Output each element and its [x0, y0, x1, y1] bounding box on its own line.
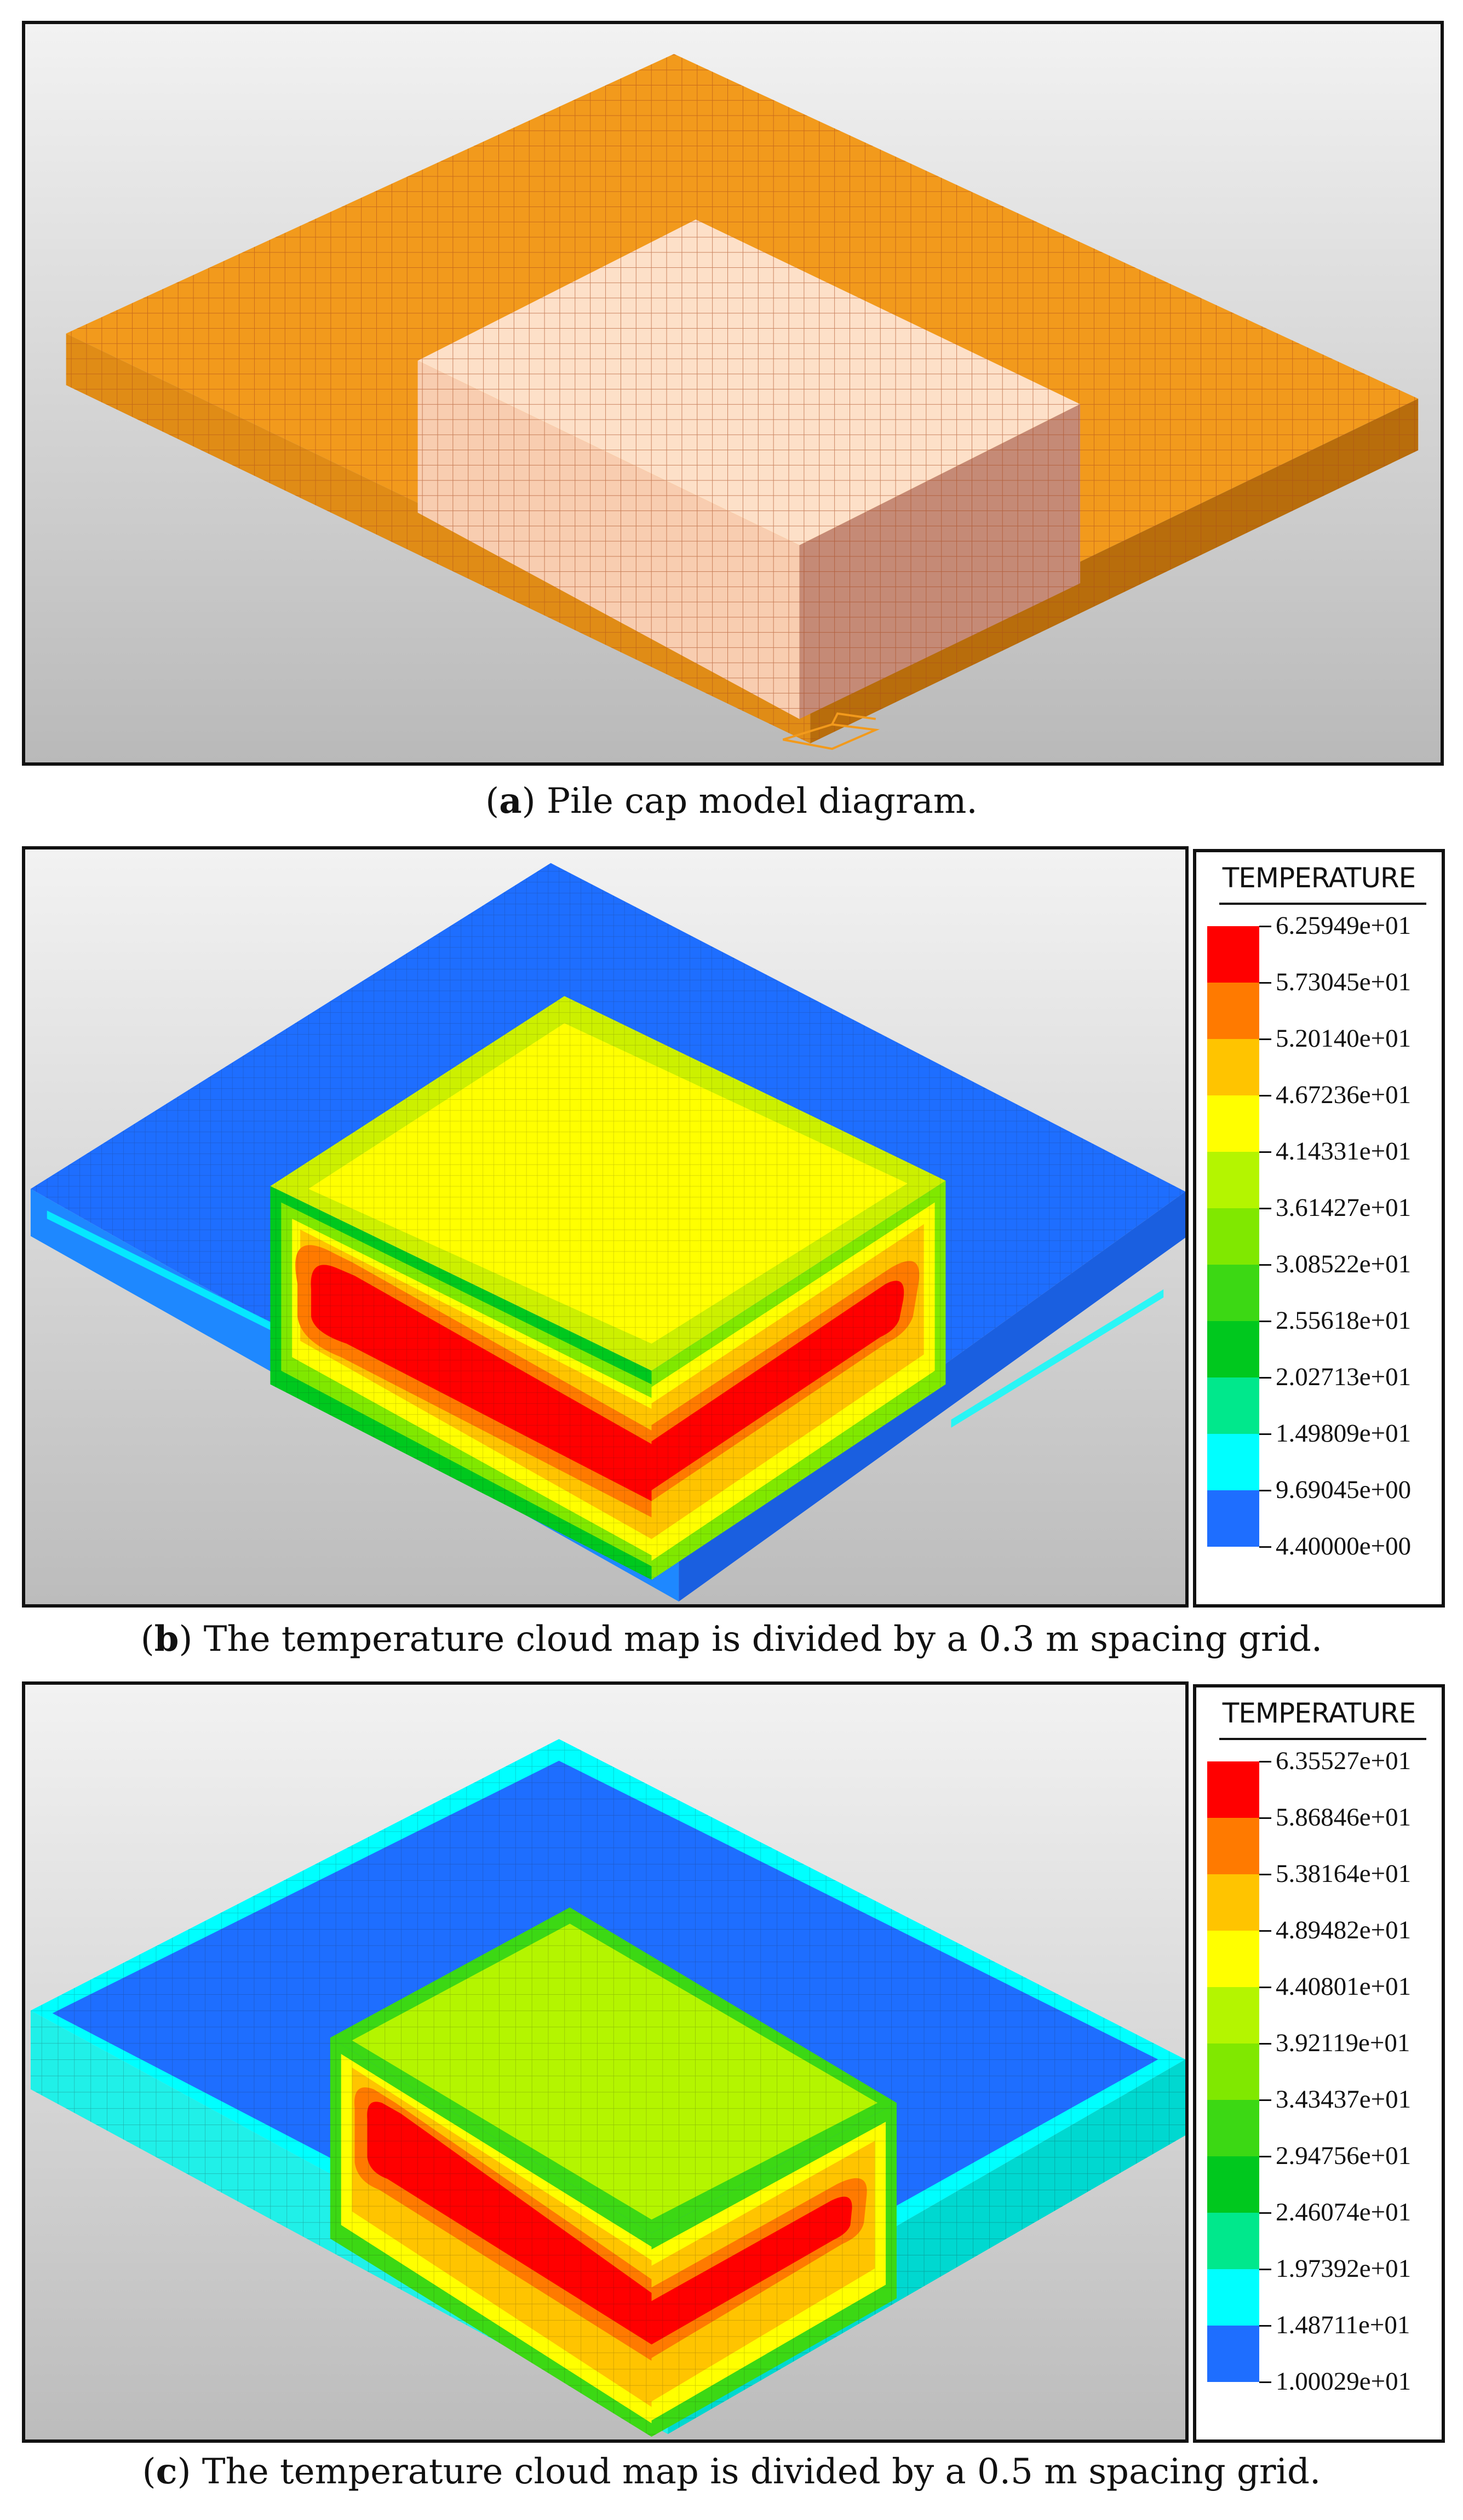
legend-color-band [1207, 1490, 1259, 1547]
legend-value-label: 1.00029e+01 [1276, 2367, 1412, 2396]
legend-value-label: 4.67236e+01 [1276, 1081, 1412, 1109]
temperature-cloud-map-0-5m [25, 1685, 1185, 2439]
panel-c-temperature-view [22, 1681, 1189, 2443]
legend-value-label: 1.97392e+01 [1276, 2254, 1412, 2283]
legend-color-band [1207, 1265, 1259, 1321]
legend-value-label: 3.61427e+01 [1276, 1193, 1412, 1222]
legend-value-label: 2.94756e+01 [1276, 2142, 1412, 2170]
legend-color-band [1207, 2213, 1259, 2269]
legend-tick [1259, 1321, 1271, 1322]
legend-tick [1259, 1874, 1271, 1875]
legend-tick [1259, 1095, 1271, 1097]
legend-tick [1259, 1490, 1271, 1491]
legend-color-band [1207, 1321, 1259, 1377]
legend-value-label: 4.89482e+01 [1276, 1916, 1412, 1944]
caption-a: (a) Pile cap model diagram. [485, 780, 978, 822]
legend-tick [1259, 1546, 1271, 1548]
legend-tick [1259, 1377, 1271, 1379]
caption-b: (b) The temperature cloud map is divided… [140, 1618, 1323, 1660]
legend-tick [1259, 2099, 1271, 2101]
legend-color-band [1207, 1931, 1259, 1987]
legend-value-label: 3.08522e+01 [1276, 1250, 1412, 1278]
legend-tick [1259, 1208, 1271, 1209]
legend-color-band [1207, 1818, 1259, 1874]
slab-right-face [679, 1191, 1185, 1602]
legend-color-band [1207, 2269, 1259, 2326]
legend-color-band [1207, 1095, 1259, 1152]
legend-b-title: TEMPERATURE [1222, 862, 1416, 894]
legend-tick [1259, 1817, 1271, 1819]
legend-color-band [1207, 1987, 1259, 2043]
legend-color-band [1207, 2156, 1259, 2213]
legend-color-band [1207, 983, 1259, 1039]
legend-value-label: 3.43437e+01 [1276, 2085, 1412, 2114]
legend-value-label: 9.69045e+00 [1276, 1476, 1412, 1504]
block-temperature [270, 996, 946, 1580]
legend-value-label: 1.48711e+01 [1276, 2311, 1410, 2339]
legend-value-label: 4.40801e+01 [1276, 1972, 1412, 2001]
legend-color-band [1207, 1761, 1259, 1818]
legend-c: TEMPERATURE 6.35527e+01 5.86846e+01 5.3816… [1193, 1684, 1445, 2443]
caption-c: (c) The temperature cloud map is divided… [142, 2451, 1321, 2492]
legend-value-label: 2.02713e+01 [1276, 1363, 1412, 1391]
legend-color-band [1207, 1434, 1259, 1490]
legend-tick [1259, 1264, 1271, 1266]
legend-tick [1259, 1987, 1271, 1988]
legend-tick [1259, 1433, 1271, 1435]
legend-color-band [1207, 2043, 1259, 2100]
legend-color-band [1207, 1039, 1259, 1095]
legend-value-label: 4.14331e+01 [1276, 1137, 1412, 1166]
legend-tick [1259, 2325, 1271, 2327]
legend-value-label: 1.49809e+01 [1276, 1419, 1412, 1448]
legend-value-label: 2.55618e+01 [1276, 1306, 1412, 1335]
legend-value-label: 2.46074e+01 [1276, 2198, 1412, 2226]
legend-color-band [1207, 2326, 1259, 2382]
legend-color-band [1207, 1152, 1259, 1208]
slab-edge-band-left [47, 1210, 282, 1336]
legend-tick [1259, 2212, 1271, 2214]
legend-value-label: 5.86846e+01 [1276, 1803, 1412, 1832]
legend-tick [1259, 1761, 1271, 1763]
axis-triad-icon [782, 712, 880, 750]
panel-a-model-view [22, 21, 1444, 766]
temperature-cloud-map-0-3m [25, 849, 1185, 1604]
legend-value-label: 5.73045e+01 [1276, 968, 1412, 996]
block-temperature [330, 1907, 897, 2437]
pile-cap-block-mesh [417, 219, 1081, 719]
legend-tick [1259, 1930, 1271, 1932]
legend-tick [1259, 1038, 1271, 1040]
slab-edge-band-right [951, 1289, 1164, 1428]
legend-value-label: 6.35527e+01 [1276, 1747, 1412, 1775]
legend-value-label: 3.92119e+01 [1276, 2029, 1410, 2057]
legend-tick [1259, 2381, 1271, 2383]
legend-color-band [1207, 1377, 1259, 1434]
legend-b: TEMPERATURE 6.25949e+01 5.73045e+01 5.2014… [1193, 849, 1445, 1608]
legend-b-divider [1219, 903, 1426, 905]
legend-tick [1259, 2269, 1271, 2270]
panel-b-temperature-view [22, 846, 1189, 1608]
legend-value-label: 6.25949e+01 [1276, 911, 1412, 940]
legend-color-band [1207, 1874, 1259, 1931]
legend-tick [1259, 2043, 1271, 2045]
legend-tick [1259, 1151, 1271, 1153]
legend-tick [1259, 926, 1271, 927]
legend-color-band [1207, 926, 1259, 983]
pile-cap-model-diagram [25, 24, 1441, 762]
legend-color-band [1207, 2100, 1259, 2156]
legend-c-title: TEMPERATURE [1222, 1697, 1416, 1729]
legend-color-band [1207, 1208, 1259, 1265]
legend-tick [1259, 2156, 1271, 2157]
legend-value-label: 5.20140e+01 [1276, 1024, 1412, 1053]
legend-c-divider [1219, 1738, 1426, 1740]
legend-tick [1259, 982, 1271, 984]
legend-value-label: 5.38164e+01 [1276, 1859, 1412, 1888]
legend-value-label: 4.40000e+00 [1276, 1532, 1412, 1560]
